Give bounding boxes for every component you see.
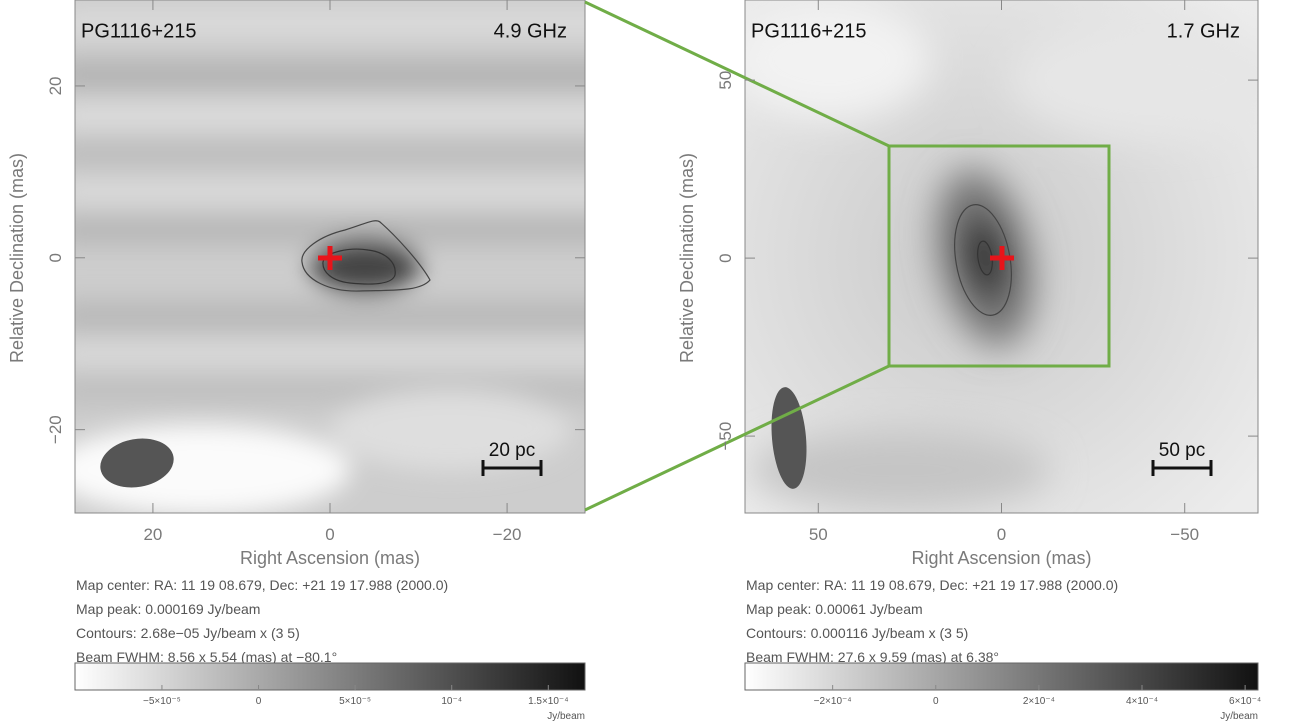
colorbar-tick-label: 4×10⁻⁴ — [1126, 696, 1158, 707]
colorbar-tick-label: 2×10⁻⁴ — [1023, 696, 1055, 707]
colorbar-tick-label: −5×10⁻⁵ — [143, 696, 181, 707]
y-tick-label: 0 — [46, 253, 65, 262]
map-image — [75, 0, 585, 513]
map-info: Contours: 0.000116 Jy/beam x (3 5) — [746, 625, 968, 641]
x-tick-label: 20 — [143, 525, 162, 544]
colorbar-tick-label: 0 — [933, 696, 939, 707]
scale-bar-label: 50 pc — [1159, 440, 1205, 461]
map-info: Beam FWHM: 27.6 x 9.59 (mas) at 6.38° — [746, 649, 999, 665]
map-info: Map peak: 0.00061 Jy/beam — [746, 601, 923, 617]
scale-bar-label: 20 pc — [489, 440, 535, 461]
colorbar — [74, 662, 586, 691]
map-info: Map center: RA: 11 19 08.679, Dec: +21 1… — [76, 577, 448, 593]
x-tick-label: −50 — [1170, 525, 1199, 544]
map-info: Beam FWHM: 8.56 x 5.54 (mas) at −80.1° — [76, 649, 337, 665]
frequency-label: 1.7 GHz — [1167, 20, 1240, 42]
colorbar-tick-label: 6×10⁻⁴ — [1229, 696, 1261, 707]
y-tick-label: −50 — [716, 422, 735, 451]
x-tick-label: 0 — [997, 525, 1006, 544]
x-axis-label: Right Ascension (mas) — [911, 548, 1091, 568]
map-image — [745, 0, 1258, 513]
x-tick-label: 50 — [809, 525, 828, 544]
zoom-box — [887, 144, 1111, 368]
x-axis-label: Right Ascension (mas) — [240, 548, 420, 568]
colorbar-label: Jy/beam — [1220, 711, 1258, 722]
map-info: Map center: RA: 11 19 08.679, Dec: +21 1… — [746, 577, 1118, 593]
zoom-lines — [584, 0, 890, 512]
y-tick-label: 0 — [716, 253, 735, 262]
panel-title: PG1116+215 — [751, 20, 866, 42]
y-axis-label: Relative Declination (mas) — [677, 153, 697, 363]
map-info: Map peak: 0.000169 Jy/beam — [76, 601, 260, 617]
colorbar-tick-label: 1.5×10⁻⁴ — [528, 696, 568, 707]
scale-bar — [1151, 460, 1213, 476]
map-info: Contours: 2.68e−05 Jy/beam x (3 5) — [76, 625, 300, 641]
colorbar-tick-label: 10⁻⁴ — [441, 696, 462, 707]
scale-bar — [481, 460, 543, 476]
y-tick-label: 50 — [716, 71, 735, 90]
frequency-label: 4.9 GHz — [494, 20, 567, 42]
y-axis-label: Relative Declination (mas) — [7, 153, 27, 363]
colorbar — [744, 662, 1259, 691]
x-tick-label: −20 — [493, 525, 522, 544]
x-tick-label: 0 — [325, 525, 334, 544]
colorbar-tick-label: 5×10⁻⁵ — [339, 696, 371, 707]
colorbar-label: Jy/beam — [547, 711, 585, 722]
y-tick-label: −20 — [46, 415, 65, 444]
colorbar-tick-label: 0 — [256, 696, 262, 707]
colorbar-tick-label: −2×10⁻⁴ — [814, 696, 852, 707]
panel-title: PG1116+215 — [81, 20, 196, 42]
y-tick-label: 20 — [46, 76, 65, 95]
